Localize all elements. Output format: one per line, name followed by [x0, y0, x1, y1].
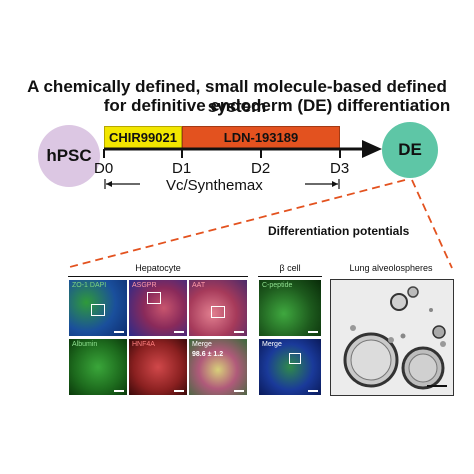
- hep-panel-aat-scale: [234, 331, 244, 333]
- hep-panel-albumin-label: Albumin: [72, 341, 98, 348]
- matrix-label: Vc/Synthemax: [166, 177, 263, 194]
- ldn-bar: LDN-193189: [182, 126, 340, 149]
- potentials-title: Differentiation potentials: [268, 224, 410, 238]
- hep-panel-hnf4a-scale: [174, 390, 184, 392]
- chir-bar: CHIR99021: [104, 126, 182, 149]
- hep-panel-hnf4a-label: HNF4A: [132, 341, 155, 348]
- title-line-1: A chemically defined, small molecule-bas…: [27, 77, 447, 116]
- hep-panel-asgpr-scale: [174, 331, 184, 333]
- hep-panel-albumin-scale: [114, 390, 124, 392]
- day-d0: D0: [94, 160, 114, 177]
- hep-panel-asgpr: ASGPR: [128, 279, 188, 337]
- beta-header: β cell: [279, 263, 301, 273]
- beta-panel-merge-inset: [289, 353, 301, 364]
- hep-panel-zo1-label: ZO-1 DAPI: [72, 282, 107, 289]
- beta-panel-merge-label: Merge: [262, 341, 282, 348]
- beta-panel-cpeptide: C-peptide: [258, 279, 322, 337]
- day-d1: D1: [172, 160, 192, 177]
- hpsc-circle: hPSC: [38, 125, 100, 187]
- hep-panel-aat-label: AAT: [192, 282, 206, 289]
- hep-panel-merge-label: Merge: [192, 341, 212, 348]
- hep-panel-zo1-inset: [91, 304, 105, 316]
- matrix-range-arrows: [104, 179, 340, 189]
- hep-panel-merge: Merge 98.6 ± 1.2: [188, 338, 248, 396]
- beta-panel-merge: Merge: [258, 338, 322, 396]
- title-line-2: for definitive endoderm (DE) differentia…: [103, 96, 451, 115]
- chir-label: CHIR99021: [109, 130, 177, 145]
- ldn-label: LDN-193189: [223, 130, 299, 145]
- hepatocyte-header-line: [68, 276, 248, 277]
- alveolosphere-image: [343, 286, 447, 390]
- beta-panel-merge-scale: [308, 390, 318, 392]
- hep-panel-zo1: ZO-1 DAPI: [68, 279, 128, 337]
- beta-panel-cpeptide-label: C-peptide: [262, 282, 293, 289]
- lung-header: Lung alveolospheres: [349, 263, 433, 273]
- timeline-arrowhead: [362, 140, 382, 158]
- day-d3: D3: [330, 160, 350, 177]
- hep-panel-asgpr-label: ASGPR: [132, 282, 157, 289]
- hep-panel-merge-value: 98.6 ± 1.2: [192, 351, 224, 358]
- de-circle: DE: [382, 122, 438, 178]
- day-d2: D2: [251, 160, 271, 177]
- hep-panel-zo1-scale: [114, 331, 124, 333]
- hepatocyte-header: Hepatocyte: [135, 263, 181, 273]
- hep-panel-asgpr-inset: [147, 292, 161, 304]
- hep-panel-aat-inset: [211, 306, 225, 318]
- hpsc-label: hPSC: [46, 146, 92, 165]
- hep-panel-merge-scale: [234, 390, 244, 392]
- beta-panel-cpeptide-scale: [308, 331, 318, 333]
- lung-panel: [330, 279, 454, 396]
- de-label: DE: [398, 140, 422, 159]
- hep-panel-albumin: Albumin: [68, 338, 128, 396]
- beta-header-line: [258, 276, 322, 277]
- hep-panel-hnf4a: HNF4A: [128, 338, 188, 396]
- hep-panel-aat: AAT: [188, 279, 248, 337]
- timeline-axis: [103, 140, 382, 158]
